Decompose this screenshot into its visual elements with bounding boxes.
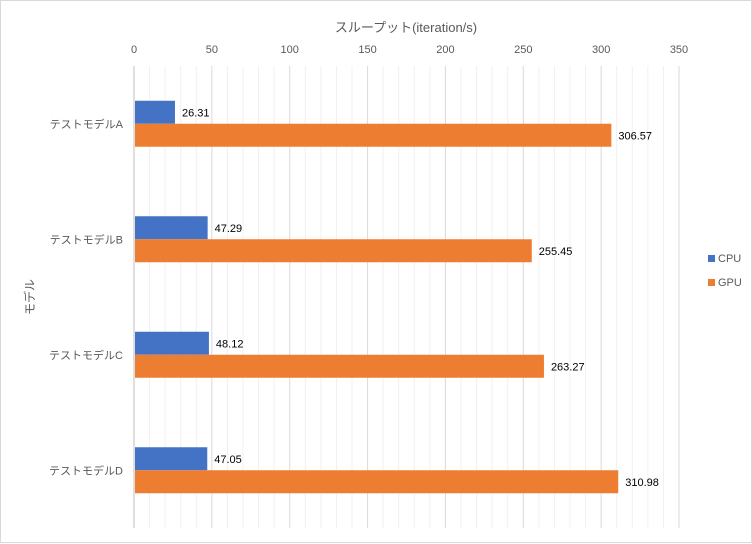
cpu-data-label: 26.31	[182, 107, 210, 119]
y-axis-title: モデル	[22, 279, 37, 315]
cpu-legend-swatch	[708, 255, 715, 262]
x-tick-label: 300	[592, 44, 610, 56]
gpu-bar	[135, 354, 544, 378]
gpu-data-label: 263.27	[551, 361, 585, 373]
category-label: テストモデルD	[49, 463, 123, 477]
cpu-data-label: 48.12	[216, 338, 244, 350]
gpu-bar	[135, 123, 612, 147]
x-tick-label: 150	[358, 44, 376, 56]
x-tick-label: 50	[206, 44, 218, 56]
x-tick-label: 100	[281, 44, 299, 56]
cpu-bar	[135, 216, 208, 240]
gpu-data-label: 310.98	[625, 477, 659, 489]
cpu-data-label: 47.05	[214, 454, 242, 466]
gpu-bar	[135, 239, 532, 263]
gpu-legend-label: GPU	[718, 277, 742, 289]
cpu-bar	[135, 447, 208, 471]
x-tick-label: 350	[670, 44, 688, 56]
cpu-bar	[135, 100, 175, 124]
category-label: テストモデルC	[49, 348, 123, 362]
cpu-data-label: 47.29	[215, 223, 243, 235]
x-tick-label: 200	[436, 44, 454, 56]
gpu-data-label: 255.45	[539, 246, 573, 258]
x-tick-label: 250	[514, 44, 532, 56]
gpu-bar	[135, 470, 619, 494]
x-tick-label: 0	[131, 44, 137, 56]
gpu-legend-swatch	[708, 279, 715, 286]
category-label: テストモデルB	[50, 232, 123, 246]
category-label: テストモデルA	[50, 117, 124, 131]
gpu-data-label: 306.57	[618, 130, 652, 142]
x-axis-title: スループット(iteration/s)	[335, 20, 477, 35]
cpu-legend-label: CPU	[718, 253, 741, 265]
cpu-bar	[135, 331, 209, 355]
